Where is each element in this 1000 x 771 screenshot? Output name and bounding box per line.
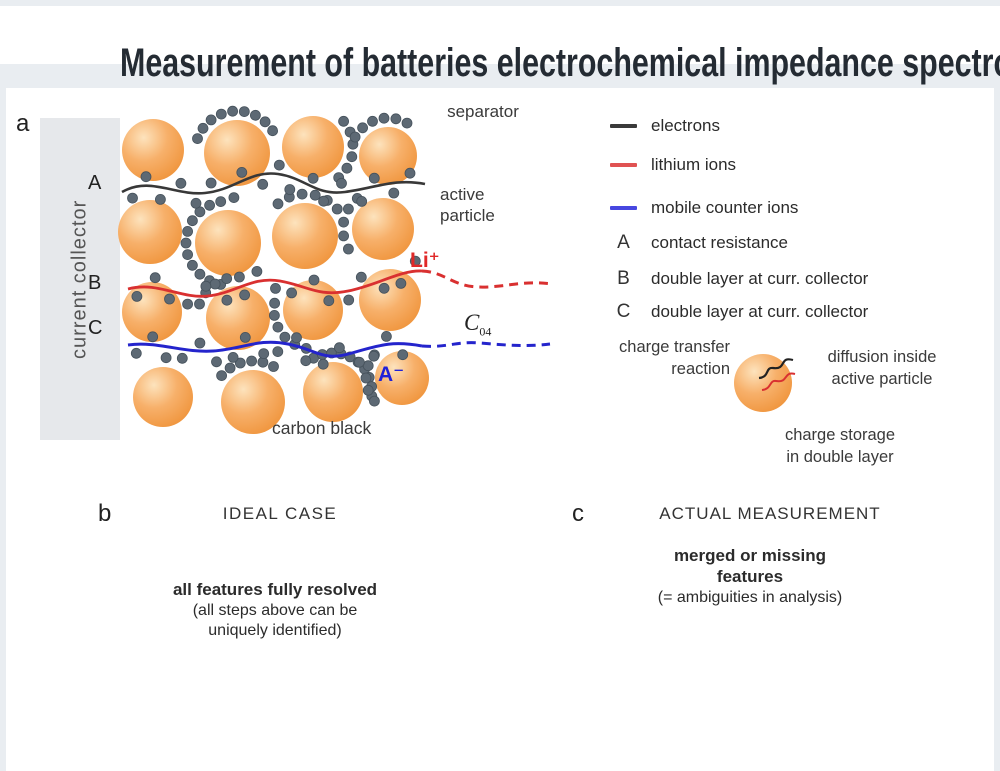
charge-transfer-label: charge transfer reaction <box>578 336 730 380</box>
lithium-line-swatch <box>610 163 637 167</box>
chart-b-annotation-line3: uniquely identified) <box>208 622 342 639</box>
chart-c-annotation: merged or missing features (= ambiguitie… <box>605 545 895 608</box>
legend-item-contact-resistance: A contact resistance <box>610 232 788 254</box>
diffusion-line1: diffusion inside <box>827 348 937 366</box>
legend-symbol-a: A <box>617 232 630 253</box>
chart-c-annotation-line3: (= ambiguities in analysis) <box>657 589 843 606</box>
legend-label: electrons <box>651 116 720 135</box>
charge-storage-line2: in double layer <box>786 448 894 466</box>
active-particle-line2: particle <box>440 206 495 225</box>
charge-storage-line1: charge storage <box>784 426 896 444</box>
counter-ion-line-swatch <box>610 206 637 210</box>
active-particle-line1: active <box>440 185 485 204</box>
legend-label: lithium ions <box>651 155 737 174</box>
charge-storage-label: charge storage in double layer <box>758 424 922 468</box>
lithium-ion-label: Li⁺ <box>410 249 440 272</box>
panel-a-letter: a <box>16 110 30 137</box>
panel-c-letter: c <box>572 500 584 527</box>
capacitance-base: C <box>464 310 480 335</box>
diffusion-label: diffusion inside active particle <box>798 346 966 390</box>
legend-symbol-b: B <box>617 268 630 289</box>
carbon-black-label: carbon black <box>272 418 372 438</box>
legend-label: double layer at curr. collector <box>651 269 869 288</box>
legend-label: double layer at curr. collector <box>651 302 869 321</box>
line-label-a: A <box>88 172 102 194</box>
chart-c-annotation-bold1: merged or missing <box>673 546 827 565</box>
chart-b-title: IDEAL CASE <box>222 504 338 523</box>
legend-item-electrons: electrons <box>610 116 720 136</box>
counter-ion-label: A⁻ <box>378 363 405 386</box>
legend-symbol-c: C <box>616 301 631 322</box>
legend-item-counter-ions: mobile counter ions <box>610 198 798 218</box>
chart-b-annotation: all features fully resolved (all steps a… <box>125 580 425 642</box>
active-particle-label: active particle <box>440 184 495 226</box>
diffusion-line2: active particle <box>831 370 933 388</box>
line-label-c: C <box>88 317 103 339</box>
electrons-line-swatch <box>610 124 637 128</box>
charge-transfer-line1: charge transfer <box>619 338 730 356</box>
title-banner <box>0 6 1000 64</box>
chart-c-annotation-bold2: features <box>716 567 784 586</box>
chart-c-title: ACTUAL MEASUREMENT <box>659 504 881 523</box>
legend-item-double-layer-b: B double layer at curr. collector <box>610 268 868 290</box>
current-collector-label: current collector <box>68 199 91 359</box>
legend-item-double-layer-c: C double layer at curr. collector <box>610 301 869 323</box>
panel-b-letter: b <box>98 500 112 527</box>
capacitance-sub: 04 <box>479 324 492 339</box>
legend-label: contact resistance <box>651 233 789 252</box>
chart-b-annotation-bold: all features fully resolved <box>172 580 378 599</box>
page-title: Measurement of batteries electrochemical… <box>120 40 1000 85</box>
line-label-b: B <box>88 272 102 294</box>
capacitance-label: C04 <box>464 310 491 340</box>
legend-item-lithium-ions: lithium ions <box>610 155 736 175</box>
chart-b-annotation-line2: (all steps above can be <box>192 601 358 619</box>
charge-transfer-line2: reaction <box>671 360 730 378</box>
separator-label: separator <box>447 102 519 121</box>
legend-label: mobile counter ions <box>651 198 799 217</box>
